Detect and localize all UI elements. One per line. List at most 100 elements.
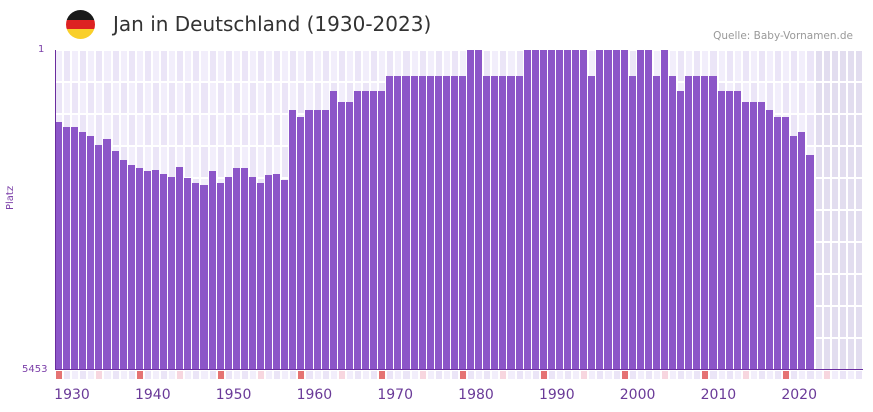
bar-1939[interactable] xyxy=(127,164,135,370)
bar-2023[interactable] xyxy=(806,155,814,370)
bar-1997[interactable] xyxy=(596,50,604,370)
bar-1973[interactable] xyxy=(402,75,410,370)
bar-1947[interactable] xyxy=(192,183,200,370)
bar-1978[interactable] xyxy=(442,75,450,370)
bar-1938[interactable] xyxy=(119,159,127,370)
bar-2005[interactable] xyxy=(661,50,669,370)
bar-1991[interactable] xyxy=(547,50,555,370)
bar-1933[interactable] xyxy=(79,131,87,370)
bar-1961[interactable] xyxy=(305,109,313,370)
bar-1930[interactable] xyxy=(55,122,63,370)
bar-1935[interactable] xyxy=(95,145,103,370)
bar-1981[interactable] xyxy=(467,50,475,370)
bar-1970[interactable] xyxy=(378,90,386,370)
bar-1941[interactable] xyxy=(143,171,151,370)
bar-2008[interactable] xyxy=(685,75,693,370)
bar-1953[interactable] xyxy=(240,168,248,370)
bar-2014[interactable] xyxy=(733,90,741,370)
bar-1942[interactable] xyxy=(151,169,160,370)
bar-1971[interactable] xyxy=(386,75,394,370)
bar-1966[interactable] xyxy=(345,101,353,370)
bar-2020[interactable] xyxy=(782,116,790,370)
bar-1943[interactable] xyxy=(160,173,168,370)
bar-1940[interactable] xyxy=(135,168,143,370)
bar-1980[interactable] xyxy=(459,75,467,370)
bar-1937[interactable] xyxy=(111,150,119,370)
bar-2003[interactable] xyxy=(644,50,652,370)
grid-cell xyxy=(96,83,103,113)
bar-2015[interactable] xyxy=(741,101,749,370)
bar-1950[interactable] xyxy=(216,183,224,370)
bar-2016[interactable] xyxy=(749,101,757,370)
bar-1954[interactable] xyxy=(248,176,256,370)
bar-1994[interactable] xyxy=(572,50,580,370)
bar-1998[interactable] xyxy=(604,50,612,370)
bar-1976[interactable] xyxy=(426,75,434,370)
bar-1959[interactable] xyxy=(289,109,297,370)
bar-2011[interactable] xyxy=(709,75,717,370)
x-tick-1950: 1950 xyxy=(215,387,252,403)
bar-1993[interactable] xyxy=(564,50,572,370)
bar-2004[interactable] xyxy=(652,75,660,370)
bar-1958[interactable] xyxy=(281,180,289,370)
bar-1952[interactable] xyxy=(232,168,240,370)
bar-1979[interactable] xyxy=(450,75,458,370)
y-tick-bottom: 5453 xyxy=(22,364,48,375)
bar-1969[interactable] xyxy=(370,90,378,370)
bar-2021[interactable] xyxy=(790,135,798,370)
bar-1945[interactable] xyxy=(176,166,184,370)
source-link[interactable]: Quelle: Baby-Vornamen.de xyxy=(713,30,853,42)
bar-1986[interactable] xyxy=(507,75,515,370)
bar-1975[interactable] xyxy=(418,75,426,370)
bar-2007[interactable] xyxy=(677,90,685,370)
bar-1990[interactable] xyxy=(539,50,547,370)
bar-1951[interactable] xyxy=(224,176,232,370)
bar-2006[interactable] xyxy=(669,75,677,370)
grid-cell xyxy=(217,51,224,81)
bar-1931[interactable] xyxy=(63,127,71,370)
bar-1964[interactable] xyxy=(329,90,337,370)
bar-1987[interactable] xyxy=(515,75,523,370)
year-marker xyxy=(185,371,192,379)
bar-1956[interactable] xyxy=(265,175,273,370)
bar-1965[interactable] xyxy=(337,101,345,370)
bar-1946[interactable] xyxy=(184,177,192,370)
bar-2017[interactable] xyxy=(757,101,766,370)
bar-1996[interactable] xyxy=(588,75,596,370)
bar-1974[interactable] xyxy=(410,75,418,370)
bar-1984[interactable] xyxy=(491,75,499,370)
bar-2012[interactable] xyxy=(717,90,725,370)
bar-1944[interactable] xyxy=(168,176,176,370)
bar-1977[interactable] xyxy=(434,75,442,370)
bar-1948[interactable] xyxy=(200,185,208,370)
bar-2002[interactable] xyxy=(636,50,644,370)
bar-1960[interactable] xyxy=(297,116,305,370)
bar-1988[interactable] xyxy=(523,50,531,370)
bar-2013[interactable] xyxy=(725,90,733,370)
bar-1989[interactable] xyxy=(531,50,539,370)
bar-1968[interactable] xyxy=(362,90,370,370)
bar-1972[interactable] xyxy=(394,75,402,370)
bar-2009[interactable] xyxy=(693,75,701,370)
bar-1992[interactable] xyxy=(555,50,564,370)
bar-2022[interactable] xyxy=(798,131,806,370)
bar-2000[interactable] xyxy=(620,50,628,370)
bar-1936[interactable] xyxy=(103,139,111,370)
bar-1962[interactable] xyxy=(313,109,321,370)
bar-1949[interactable] xyxy=(208,171,216,370)
bar-1955[interactable] xyxy=(257,183,265,370)
bar-1995[interactable] xyxy=(580,50,588,370)
bar-1932[interactable] xyxy=(71,127,79,370)
bar-2010[interactable] xyxy=(701,75,709,370)
bar-1999[interactable] xyxy=(612,50,620,370)
bar-1934[interactable] xyxy=(87,135,95,370)
bar-2001[interactable] xyxy=(628,75,636,370)
bar-2018[interactable] xyxy=(766,109,774,370)
bar-1982[interactable] xyxy=(475,50,483,370)
bar-1983[interactable] xyxy=(483,75,491,370)
bar-2019[interactable] xyxy=(774,116,782,370)
bar-1957[interactable] xyxy=(273,173,281,370)
bar-1963[interactable] xyxy=(321,109,329,370)
bar-1967[interactable] xyxy=(353,90,362,370)
bar-1985[interactable] xyxy=(499,75,507,370)
